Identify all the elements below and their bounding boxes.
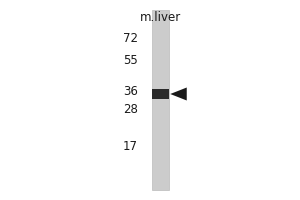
Bar — [152, 10, 169, 190]
Text: 28: 28 — [123, 103, 138, 116]
Bar — [152, 89, 169, 99]
Text: m.liver: m.liver — [140, 11, 181, 24]
Text: 36: 36 — [123, 85, 138, 98]
Text: 55: 55 — [123, 54, 138, 68]
Polygon shape — [170, 88, 187, 100]
Text: 72: 72 — [123, 32, 138, 46]
Text: 17: 17 — [123, 140, 138, 152]
